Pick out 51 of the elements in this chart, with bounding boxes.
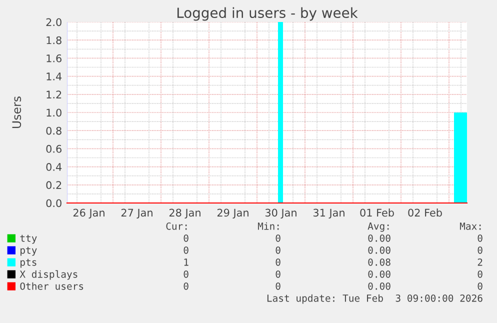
x-tick-label: 29 Jan xyxy=(217,208,248,219)
text: Last update: Tue Feb 3 09:00:00 2026 xyxy=(267,294,482,304)
legend-label: X displays xyxy=(20,270,78,280)
text: 0 xyxy=(276,258,280,266)
text: 0.00 xyxy=(368,234,390,242)
y-axis-title: Users xyxy=(12,96,22,128)
x-tick-label: 27 Jan xyxy=(121,208,152,219)
text: 0 xyxy=(478,270,482,278)
y-tick-label: 1.6 xyxy=(46,54,62,62)
text: Max: xyxy=(460,222,481,230)
text: 0 xyxy=(276,282,280,290)
y-tick-label: 1.8 xyxy=(46,36,62,44)
text: Avg: xyxy=(368,222,389,232)
y-tick-label: 0.6 xyxy=(46,144,62,153)
y-tick-label: 0.4 xyxy=(46,163,62,171)
text: 2 xyxy=(478,258,482,266)
x-tick-label: 30 Jan xyxy=(265,208,296,219)
y-tick-label: 0.0 xyxy=(46,199,62,208)
text: 0 xyxy=(276,234,280,242)
y-tick-label: 1.4 xyxy=(46,72,62,80)
y-tick-label: 1.2 xyxy=(46,90,62,98)
y-tick-label: 1.0 xyxy=(46,108,62,117)
text: 0 xyxy=(184,270,188,278)
text: 0 xyxy=(276,246,280,254)
x-tick-label: 31 Jan xyxy=(313,208,344,219)
legend-label: Other users xyxy=(20,282,84,290)
text: 0 xyxy=(478,282,482,290)
text: 0.00 xyxy=(368,282,390,290)
text: 0 xyxy=(184,234,188,242)
chart-title: Logged in users - by week xyxy=(177,7,358,21)
text: 0.08 xyxy=(368,258,390,266)
text: 0 xyxy=(478,246,482,254)
text: Min: xyxy=(258,222,279,230)
y-tick-label: 0.2 xyxy=(46,181,62,190)
text: 0.00 xyxy=(368,246,390,254)
y-tick-label: 0.8 xyxy=(46,126,62,135)
text: 0 xyxy=(184,282,188,290)
y-tick-label: 2.0 xyxy=(46,18,62,26)
text: 0 xyxy=(276,270,280,278)
legend-label: pts xyxy=(20,258,36,268)
text: Cur: xyxy=(166,222,187,230)
x-tick-label: 28 Jan xyxy=(169,208,200,219)
x-tick-label: 02 Feb xyxy=(408,208,442,217)
text: 1 xyxy=(184,258,188,266)
legend-label: pty xyxy=(20,246,37,256)
legend-label: tty xyxy=(20,234,37,244)
text: 0.00 xyxy=(368,270,390,278)
text: 0 xyxy=(478,234,482,242)
x-tick-label: 26 Jan xyxy=(73,208,104,219)
text: 0 xyxy=(184,246,188,254)
x-tick-label: 01 Feb xyxy=(360,208,394,217)
